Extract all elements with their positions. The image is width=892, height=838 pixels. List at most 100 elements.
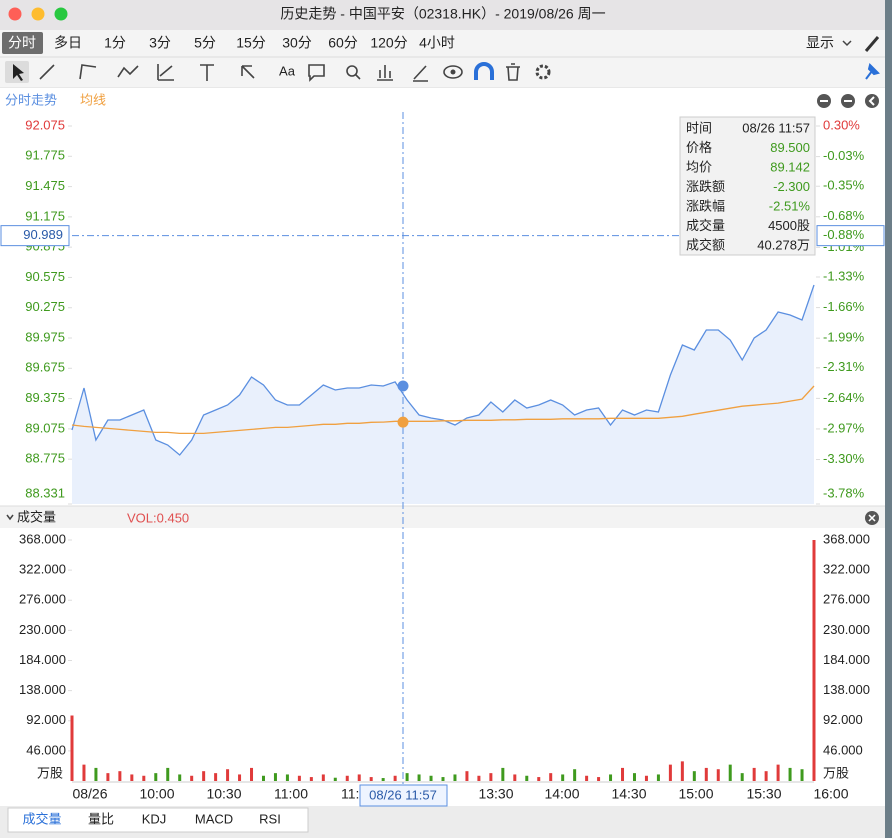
- volume-bar: [142, 775, 146, 781]
- timeframe-tab[interactable]: 1分: [104, 35, 126, 51]
- indicator-tab[interactable]: MACD: [195, 811, 233, 826]
- timeframe-bar: [0, 30, 885, 57]
- volume-bar: [273, 773, 277, 781]
- panel-icon[interactable]: [865, 94, 879, 108]
- volume-bar: [381, 778, 385, 781]
- volume-bar: [321, 774, 325, 781]
- volume-bar: [764, 771, 768, 781]
- timeframe-tab[interactable]: 3分: [149, 35, 171, 51]
- average-marker: [397, 416, 409, 428]
- search-icon[interactable]: [346, 65, 358, 77]
- fib-tool-icon[interactable]: [157, 64, 174, 81]
- y-tick-label: 90.275: [25, 299, 65, 314]
- settings-icon[interactable]: [535, 64, 551, 80]
- x-tick-label: 08/26: [72, 786, 107, 802]
- indicator-tab[interactable]: 成交量: [22, 811, 61, 826]
- pen-icon[interactable]: [413, 65, 428, 82]
- volume-bar: [190, 775, 194, 781]
- magnet-icon[interactable]: [474, 62, 494, 80]
- text-tool[interactable]: Aa: [279, 63, 296, 78]
- tab-box: [7, 807, 309, 833]
- close-panel-x: [868, 514, 876, 522]
- volume-indicator: VOL:0.450: [127, 510, 189, 525]
- volume-tick-label: 230.000: [823, 622, 870, 637]
- timeframe-tab[interactable]: 30分: [282, 35, 312, 51]
- timeframe-tab[interactable]: 5分: [194, 35, 216, 51]
- indicator-tab[interactable]: KDJ: [142, 811, 167, 826]
- volume-tick-label: 46.000: [823, 742, 863, 757]
- crosshair-time-box: [359, 784, 448, 807]
- timeframe-tab[interactable]: 15分: [236, 35, 266, 51]
- line-tool-icon[interactable]: [39, 64, 55, 80]
- volume-tick-label: 276.000: [19, 592, 66, 607]
- selected-tab-bg: [2, 32, 43, 54]
- volume-title[interactable]: 成交量: [17, 509, 56, 524]
- volume-bar: [716, 769, 720, 781]
- eye-icon[interactable]: [443, 65, 463, 79]
- display-chevron[interactable]: [842, 40, 852, 47]
- arrow-tool-icon[interactable]: [241, 65, 255, 79]
- legend-entry[interactable]: 分时走势: [5, 92, 57, 107]
- volume-bar: [812, 540, 816, 781]
- indicator-tab[interactable]: 量比: [88, 811, 114, 826]
- edit-icon[interactable]: [864, 36, 880, 52]
- title-bar: [0, 0, 885, 30]
- volume-tick-label: 322.000: [823, 562, 870, 577]
- volume-bar: [405, 773, 409, 781]
- volume-header: [0, 506, 885, 528]
- note-tool-icon[interactable]: [308, 64, 325, 82]
- y2-tick-label: 0.30%: [823, 117, 860, 132]
- average-line: [71, 385, 815, 435]
- close-button[interactable]: [8, 7, 22, 21]
- cursor-icon[interactable]: [13, 64, 24, 81]
- indicator-tab[interactable]: RSI: [259, 811, 281, 826]
- y-tick-label: 89.975: [25, 329, 65, 344]
- volume-bar: [154, 773, 158, 781]
- timeframe-tab[interactable]: 60分: [328, 35, 358, 51]
- trash-icon[interactable]: [506, 63, 520, 81]
- pin-icon[interactable]: [865, 63, 880, 80]
- timeframe-tab[interactable]: 多日: [54, 35, 82, 51]
- volume-bar: [393, 775, 397, 781]
- volume-panel: [0, 528, 885, 806]
- level-tool-icon[interactable]: [200, 64, 214, 81]
- legend-entry[interactable]: 均线: [80, 92, 106, 107]
- y-tick-label: 92.075: [25, 117, 65, 132]
- channel-tool-icon[interactable]: [79, 64, 97, 80]
- display-menu[interactable]: 显示: [806, 35, 834, 51]
- volume-tick-label: 138.000: [823, 682, 870, 697]
- volume-bar: [70, 715, 74, 781]
- volume-bar: [429, 775, 433, 781]
- x-tick-label: 10:30: [206, 786, 241, 802]
- minimize-button[interactable]: [31, 7, 45, 21]
- wave-tool-icon[interactable]: [117, 65, 139, 78]
- tooltip-label: 均价: [686, 159, 712, 174]
- volume-bar: [704, 767, 708, 781]
- volume-bar: [345, 775, 349, 781]
- volume-bar: [94, 767, 98, 781]
- y-tick-label: 91.775: [25, 148, 65, 163]
- volume-bar: [441, 777, 445, 781]
- window-title: 历史走势 - 中国平安（02318.HK）- 2019/08/26 周一: [280, 6, 605, 22]
- price-marker: [397, 380, 409, 392]
- volume-bar: [261, 775, 265, 781]
- y2-tick-label: -2.31%: [823, 359, 865, 374]
- volume-bar: [656, 774, 660, 781]
- stats-icon[interactable]: [377, 65, 393, 81]
- zoom-button[interactable]: [54, 7, 68, 21]
- volume-unit: 万股: [37, 765, 63, 780]
- collapse-chevron[interactable]: [6, 514, 14, 521]
- crosshair-price: 90.989: [23, 227, 63, 242]
- volume-bar: [680, 761, 684, 781]
- volume-unit: 万股: [823, 765, 849, 780]
- y2-tick-label: -1.66%: [823, 299, 865, 314]
- timeframe-tab[interactable]: 120分: [370, 35, 407, 51]
- volume-bar: [214, 773, 218, 781]
- y-tick-label: 91.475: [25, 178, 65, 193]
- tooltip-value: -2.51%: [769, 198, 811, 213]
- tooltip-value: 40.278万: [757, 237, 810, 252]
- timeframe-tab[interactable]: 分时: [8, 35, 36, 51]
- volume-bar: [776, 764, 780, 781]
- y2-tick-label: -1.99%: [823, 330, 865, 345]
- timeframe-tab[interactable]: 4小时: [419, 35, 455, 51]
